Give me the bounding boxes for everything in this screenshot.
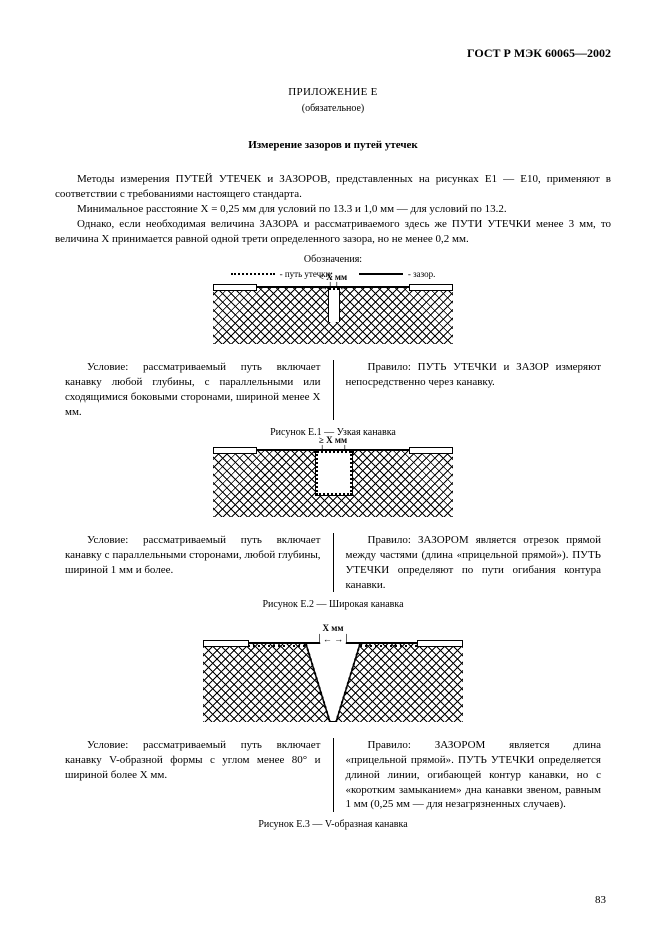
legend-title: Обозначения: — [55, 253, 611, 267]
page-title: Измерение зазоров и путей утечек — [55, 138, 611, 153]
figure-e3: X мм │← →│ — [55, 622, 611, 722]
column-separator — [333, 533, 334, 592]
fig2-condition: Условие: рассматриваемый путь включает к… — [65, 533, 321, 578]
fig2-rule: Правило: ЗАЗОРОМ является отрезок прямой… — [346, 533, 602, 592]
fig2-columns: Условие: рассматриваемый путь включает к… — [55, 533, 611, 592]
fig3-columns: Условие: рассматриваемый путь включает к… — [55, 738, 611, 812]
plate-right-icon — [417, 640, 463, 647]
fig1-condition: Условие: рассматриваемый путь включает к… — [65, 360, 321, 419]
intro-paragraph-2: Минимальное расстояние X = 0,25 мм для у… — [55, 202, 611, 217]
fig1-columns: Условие: рассматриваемый путь включает к… — [55, 360, 611, 419]
intro-paragraph-3: Однако, если необходимая величина ЗАЗОРА… — [55, 217, 611, 247]
mandatory-label: (обязательное) — [55, 102, 611, 116]
fig2-caption: Рисунок Е.2 — Широкая канавка — [55, 598, 611, 612]
plate-left-icon — [203, 640, 249, 647]
appendix-label: ПРИЛОЖЕНИЕ Е — [55, 85, 611, 100]
column-separator — [333, 738, 334, 812]
fig3-caption: Рисунок Е.3 — V-образная канавка — [55, 818, 611, 832]
intro-paragraph-1: Методы измерения ПУТЕЙ УТЕЧЕК и ЗАЗОРОВ,… — [55, 172, 611, 202]
fig3-condition: Условие: рассматриваемый путь включает к… — [65, 738, 321, 783]
column-separator — [333, 360, 334, 419]
document-id: ГОСТ Р МЭК 60065—2002 — [55, 45, 611, 61]
page-number: 83 — [595, 893, 606, 908]
fig1-rule: Правило: ПУТЬ УТЕЧКИ и ЗАЗОР измеряют не… — [346, 360, 602, 390]
fig3-rule: Правило: ЗАЗОРОМ является длина «прицель… — [346, 738, 602, 812]
figure-e1: < X мм →│ │← — [55, 286, 611, 344]
figure-e2: ≥ X мм │← →│ — [55, 449, 611, 517]
v-outline-icon — [203, 644, 463, 722]
